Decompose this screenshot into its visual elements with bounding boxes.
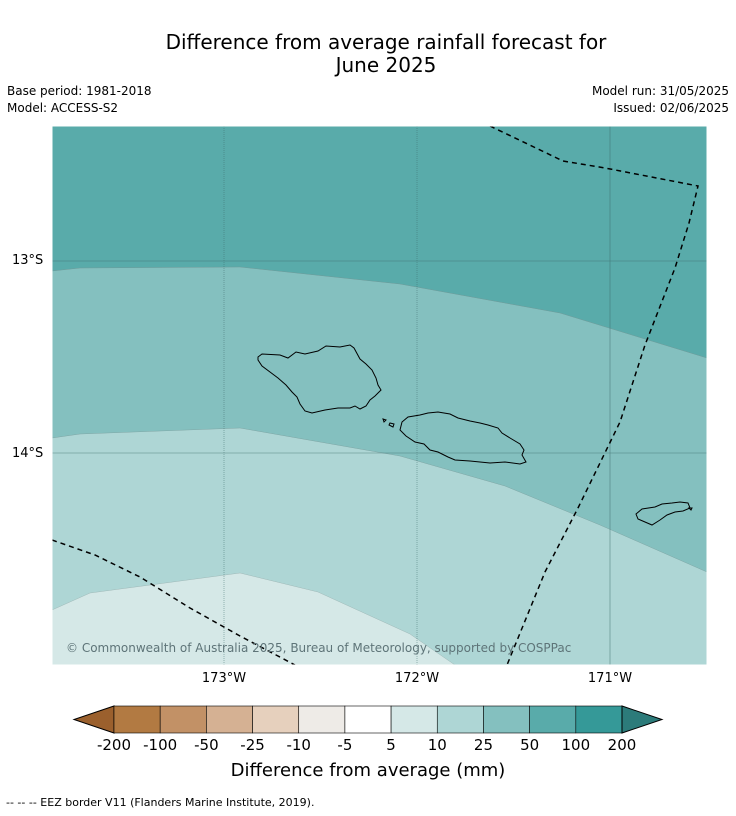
colorbar-segment	[113, 705, 161, 734]
colorbar-tick-label: -10	[286, 736, 311, 754]
colorbar	[72, 705, 664, 734]
map-area	[52, 126, 707, 665]
colorbar-extend-low	[72, 705, 115, 734]
colorbar-tick-label: 100	[561, 736, 591, 754]
colorbar-tick-label: -5	[337, 736, 353, 754]
colorbar-tick-label: -200	[96, 736, 132, 754]
colorbar-segment	[344, 705, 392, 734]
copyright-notice: © Commonwealth of Australia 2025, Bureau…	[66, 641, 572, 655]
colorbar-segment	[483, 705, 530, 734]
lat-label-13s: 13°S	[12, 253, 44, 268]
colorbar-tick-label: -100	[143, 736, 178, 754]
colorbar-tick-label: 10	[427, 736, 447, 754]
colorbar-tick-label: 25	[473, 736, 493, 754]
map-frame	[51, 125, 708, 666]
colorbar-segment	[390, 705, 438, 734]
island-manono	[388, 422, 395, 428]
colorbar-segment	[436, 705, 484, 734]
colorbar-segment	[159, 705, 207, 734]
colorbar-segment	[206, 705, 253, 734]
eez-border	[52, 126, 699, 665]
lon-label-171w: 171°W	[587, 671, 633, 686]
colorbar-tick-label: -25	[240, 736, 265, 754]
lon-label-173w: 173°W	[201, 671, 247, 686]
island-tutuila	[635, 501, 691, 526]
model-name: Model: ACCESS-S2	[7, 101, 119, 115]
colorbar-tick-label: 200	[607, 736, 637, 754]
island-aunuu	[687, 507, 693, 511]
graticule	[52, 126, 707, 665]
base-period: Base period: 1981-2018	[7, 84, 152, 98]
island-savaii	[257, 344, 382, 414]
island-apolima	[382, 418, 387, 423]
colorbar-segment	[298, 705, 346, 734]
meta-left: Base period: 1981-2018 Model: ACCESS-S2	[7, 83, 152, 117]
title-line-1: Difference from average rainfall forecas…	[165, 30, 607, 54]
colorbar-tick-label: 5	[386, 736, 396, 754]
colorbar-tick-label: -50	[194, 736, 219, 754]
meta-right: Model run: 31/05/2025 Issued: 02/06/2025	[592, 83, 729, 117]
coastlines	[257, 344, 693, 526]
band-5-10	[52, 572, 456, 665]
colorbar-label: Difference from average (mm)	[230, 760, 506, 781]
colorbar-segment	[575, 705, 623, 734]
island-upolu	[399, 411, 527, 465]
colorbar-segment	[252, 705, 300, 734]
eez-footnote: -- -- -- EEZ border V11 (Flanders Marine…	[6, 796, 315, 809]
lat-label-14s: 14°S	[12, 446, 44, 461]
issued-date: Issued: 02/06/2025	[613, 101, 729, 115]
colorbar-extend-high	[621, 705, 664, 734]
model-run: Model run: 31/05/2025	[591, 84, 729, 98]
colorbar-segment	[529, 705, 577, 734]
map-title: Difference from average rainfall forecas…	[0, 31, 736, 77]
lon-label-172w: 172°W	[394, 671, 440, 686]
colorbar-tick-label: 50	[520, 736, 540, 754]
title-line-2: June 2025	[335, 53, 437, 77]
